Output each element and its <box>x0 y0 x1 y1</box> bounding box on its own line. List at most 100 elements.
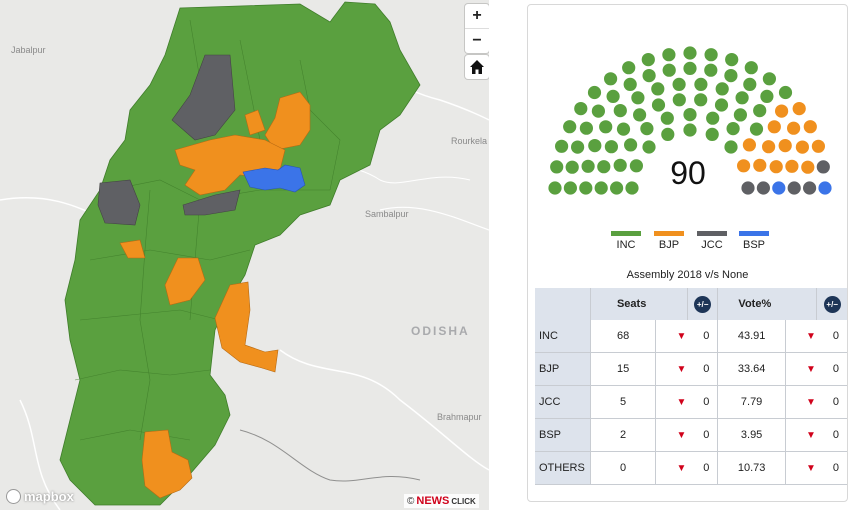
header-vote-label: Vote% <box>738 298 772 310</box>
seats-change: 0 <box>687 418 719 452</box>
map-region-bjp <box>119 239 146 259</box>
legend-swatch <box>739 231 769 236</box>
seat-dot-inc <box>604 140 618 154</box>
vote-change-toggle-icon[interactable]: +/− <box>823 295 841 313</box>
seat-dot-inc <box>704 48 718 62</box>
header-vote-change: +/− <box>816 288 847 320</box>
vote-change: 0 <box>816 418 847 452</box>
seats-value: 15 <box>590 352 657 386</box>
seat-dot-inc <box>563 120 577 134</box>
seat-dot-inc <box>660 111 674 125</box>
seat-dot-bjp <box>769 160 783 174</box>
seat-dot-bjp <box>737 159 751 173</box>
seat-dot-jcc <box>787 181 801 195</box>
seat-dot-inc <box>548 181 562 195</box>
map-credit[interactable]: © NEWS CLICK <box>404 494 479 508</box>
seat-dot-bjp <box>792 102 806 116</box>
seat-dot-inc <box>704 63 718 77</box>
seat-dot-inc <box>588 139 602 153</box>
seat-dot-inc <box>629 159 643 173</box>
seat-dot-inc <box>778 85 793 100</box>
seat-dot-inc <box>749 122 764 136</box>
seat-dot-inc <box>662 63 676 77</box>
seat-dot-inc <box>613 158 627 172</box>
seat-dot-inc <box>625 181 639 195</box>
table-row: BSP 2 ▼ 0 3.95 ▼ 0 <box>535 418 847 452</box>
seats-change: 0 <box>687 385 719 419</box>
vote-change: 0 <box>816 320 847 353</box>
seats-change: 0 <box>687 352 719 386</box>
down-arrow-icon: ▼ <box>655 352 688 386</box>
legend-label: JCC <box>701 239 723 251</box>
seat-dot-inc <box>694 93 708 107</box>
map-region-bsp <box>242 164 306 193</box>
legend-item-bjp: BJP <box>654 231 684 251</box>
header-party <box>535 288 591 320</box>
seat-dot-bjp <box>787 121 801 135</box>
down-arrow-icon: ▼ <box>785 451 817 485</box>
seat-dot-inc <box>683 61 697 75</box>
seat-dot-inc <box>683 108 697 122</box>
seat-dot-inc <box>591 104 605 118</box>
zoom-out-button[interactable]: − <box>472 32 482 49</box>
legend-swatch <box>697 231 727 236</box>
party-name: BJP <box>535 352 591 386</box>
seat-dot-bjp <box>742 138 756 152</box>
mapbox-logo[interactable]: mapbox <box>6 489 74 504</box>
seat-dot-bjp <box>762 140 776 154</box>
seat-dot-inc <box>683 123 697 137</box>
constituency-map[interactable]: Jabalpur Rourkela Sambalpur Brahmapur OD… <box>0 0 489 510</box>
seat-dot-bsp <box>818 181 832 195</box>
seat-dot-inc <box>744 61 758 75</box>
zoom-control: + − <box>465 4 489 53</box>
down-arrow-icon: ▼ <box>785 418 817 452</box>
vote-change: 0 <box>816 352 847 386</box>
seats-change-toggle-icon[interactable]: +/− <box>694 295 712 313</box>
map-region-jcc <box>97 179 141 226</box>
seat-dot-inc <box>715 82 729 96</box>
legend-label: INC <box>616 239 636 251</box>
total-seats: 90 <box>670 155 706 191</box>
mapbox-logo-text: mapbox <box>24 489 74 504</box>
zoom-in-button[interactable]: + <box>465 4 489 29</box>
party-name: OTHERS <box>535 451 591 485</box>
down-arrow-icon: ▼ <box>655 418 688 452</box>
map-canvas[interactable] <box>0 0 489 510</box>
seat-dot-inc <box>762 72 776 86</box>
seat-dot-inc <box>733 108 747 122</box>
seat-dot-inc <box>683 46 697 60</box>
seat-dot-jcc <box>756 181 770 195</box>
vote-value: 10.73 <box>717 451 786 485</box>
seat-dot-inc <box>724 69 738 83</box>
down-arrow-icon: ▼ <box>785 352 817 386</box>
seat-dot-inc <box>579 181 593 195</box>
seat-dot-jcc <box>803 181 817 195</box>
seat-dot-inc <box>594 181 608 195</box>
table-title: Assembly 2018 v/s None <box>626 269 749 281</box>
header-vote: Vote% <box>717 288 818 320</box>
vote-value: 3.95 <box>717 418 786 452</box>
seat-dot-bjp <box>785 159 799 173</box>
map-region-bjp <box>214 281 279 373</box>
seat-dot-inc <box>753 104 767 118</box>
seat-dot-inc <box>633 108 647 122</box>
reset-view-button[interactable] <box>465 55 489 79</box>
city-label: Brahmapur <box>437 412 482 422</box>
map-region-jcc <box>182 189 241 216</box>
seats-value: 0 <box>590 451 657 485</box>
seat-dot-inc <box>597 160 611 174</box>
mapbox-icon <box>6 489 21 504</box>
seat-dot-inc <box>631 91 645 105</box>
legend-item-bsp: BSP <box>739 231 769 251</box>
header-seats-change: +/− <box>687 288 719 320</box>
legend-label: BSP <box>742 239 765 251</box>
seat-dot-inc <box>661 127 675 141</box>
seat-dot-inc <box>622 61 636 75</box>
seat-dot-inc <box>642 69 656 83</box>
table-header-row: Seats +/− Vote% +/− <box>535 288 847 320</box>
seat-dot-inc <box>743 77 757 91</box>
table-row: INC 68 ▼ 0 43.91 ▼ 0 <box>535 320 847 353</box>
seat-dot-inc <box>624 138 638 152</box>
seat-dot-bjp <box>753 158 767 172</box>
header-seats-label: Seats <box>616 298 647 310</box>
